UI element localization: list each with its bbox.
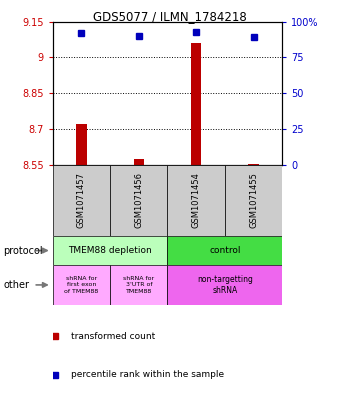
Text: other: other [3,280,29,290]
Text: shRNA for
first exon
of TMEM88: shRNA for first exon of TMEM88 [64,276,99,294]
Text: GSM1071456: GSM1071456 [134,173,143,228]
Bar [225,165,282,236]
Bar [110,265,167,305]
Bar [134,159,144,165]
Text: transformed count: transformed count [71,332,155,340]
Text: non-targetting
shRNA: non-targetting shRNA [197,275,253,295]
Bar [76,125,87,165]
Bar [110,165,167,236]
Bar [167,165,225,236]
Text: GSM1071455: GSM1071455 [249,173,258,228]
Text: percentile rank within the sample: percentile rank within the sample [71,371,224,379]
Bar [191,43,201,165]
Text: GSM1071454: GSM1071454 [192,173,201,228]
Text: GSM1071457: GSM1071457 [77,173,86,228]
Text: protocol: protocol [3,246,43,255]
Text: GDS5077 / ILMN_1784218: GDS5077 / ILMN_1784218 [93,10,247,23]
Bar [248,164,259,165]
Bar [53,165,110,236]
Text: control: control [209,246,241,255]
Bar [53,265,110,305]
Text: TMEM88 depletion: TMEM88 depletion [68,246,152,255]
Bar [167,236,282,265]
Bar [167,265,282,305]
Bar [53,236,167,265]
Text: shRNA for
3'UTR of
TMEM88: shRNA for 3'UTR of TMEM88 [123,276,154,294]
